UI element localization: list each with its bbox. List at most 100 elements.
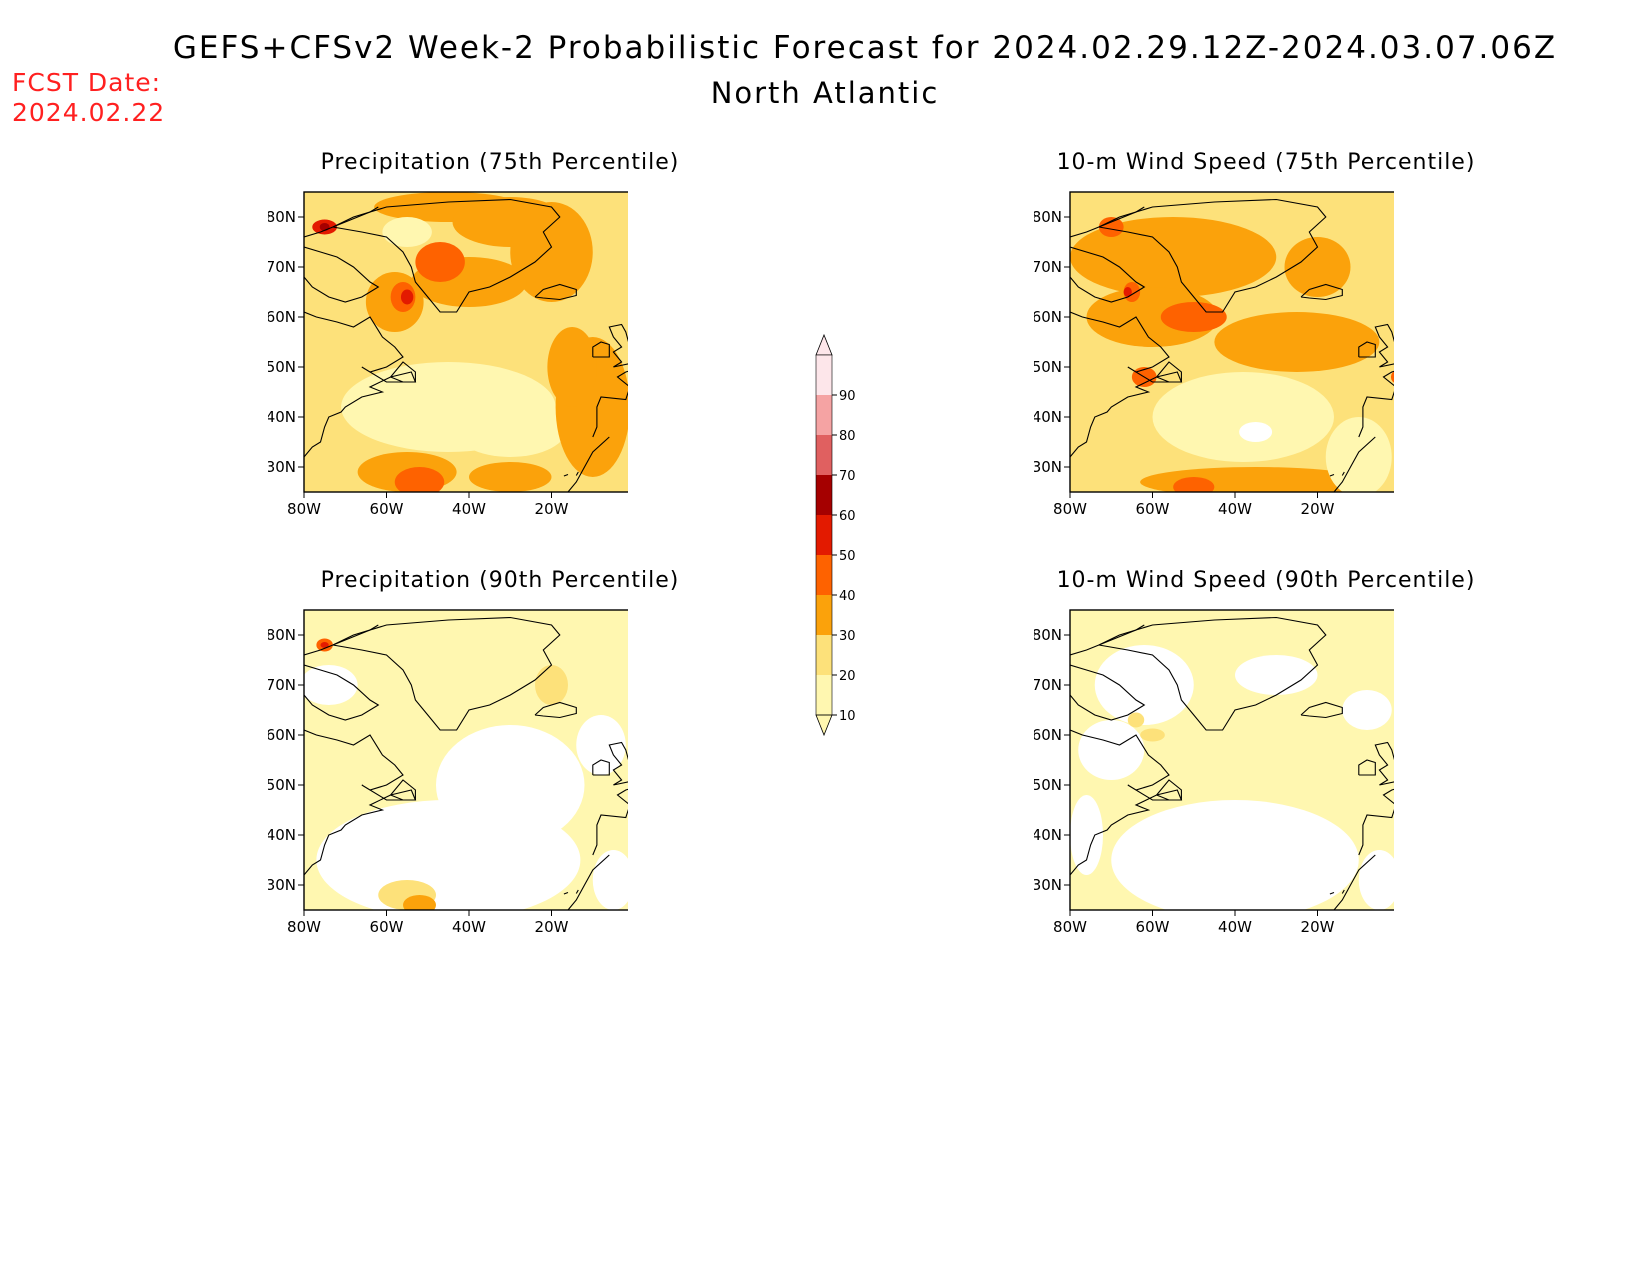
colorbar-swatch bbox=[816, 435, 832, 475]
lon-tick-label: 60W bbox=[370, 918, 404, 936]
probability-contour bbox=[382, 217, 432, 247]
probability-contour bbox=[1390, 371, 1394, 383]
map-field bbox=[304, 610, 628, 910]
probability-contour bbox=[1214, 312, 1380, 372]
lat-tick-label: 70N bbox=[268, 258, 296, 276]
panel-precip-90: Precipitation (90th Percentile) 80W 60W 40… bbox=[240, 568, 800, 998]
coastline bbox=[1341, 889, 1345, 894]
lon-tick-label: 80W bbox=[1053, 500, 1087, 518]
lon-tick-label: 80W bbox=[287, 500, 321, 518]
lat-tick-label: 40N bbox=[268, 826, 296, 844]
map-field bbox=[304, 192, 628, 492]
probability-contour bbox=[1086, 287, 1219, 347]
coastline bbox=[1156, 779, 1182, 801]
coastline bbox=[390, 361, 416, 383]
panel-wind-90: 10-m Wind Speed (90th Percentile) 80W 60W… bbox=[1006, 568, 1566, 998]
colorbar: 10 20 30 40 50 60 70 80 90 bbox=[815, 333, 856, 737]
coastline bbox=[1070, 246, 1146, 303]
lat-tick-label: 30N bbox=[268, 458, 296, 476]
lat-tick-label: 70N bbox=[268, 676, 296, 694]
coastline bbox=[1333, 854, 1376, 910]
coastlines bbox=[304, 616, 628, 910]
probability-contour bbox=[1235, 655, 1318, 695]
lat-tick-label: 60N bbox=[1034, 726, 1062, 744]
lon-tick-label: 80W bbox=[1053, 918, 1087, 936]
coastline bbox=[592, 341, 610, 358]
lat-tick-label: 80N bbox=[1034, 626, 1062, 644]
colorbar-label: 10 bbox=[839, 709, 856, 724]
lat-tick-label: 70N bbox=[1034, 258, 1062, 276]
colorbar-swatch bbox=[816, 395, 832, 435]
lat-tick-label: 50N bbox=[268, 358, 296, 376]
coastlines bbox=[304, 198, 628, 492]
lon-tick-label: 20W bbox=[1301, 500, 1335, 518]
probability-contour bbox=[1239, 422, 1273, 442]
coastline bbox=[390, 779, 416, 801]
map-field bbox=[1070, 610, 1394, 910]
coastline bbox=[304, 664, 380, 721]
lat-tick-label: 50N bbox=[268, 776, 296, 794]
lon-tick-label: 20W bbox=[535, 918, 569, 936]
coastlines bbox=[1070, 616, 1394, 910]
probability-contour bbox=[1284, 237, 1351, 297]
probability-contour bbox=[1140, 728, 1165, 742]
coastline bbox=[332, 616, 561, 731]
lat-tick-label: 30N bbox=[268, 876, 296, 894]
coastline bbox=[1341, 471, 1345, 476]
coastline bbox=[332, 198, 561, 313]
coastline bbox=[1374, 323, 1394, 368]
coastline bbox=[1358, 788, 1394, 856]
probability-contour bbox=[1123, 287, 1132, 297]
colorbar-swatch bbox=[816, 675, 832, 715]
colorbar-frame bbox=[815, 354, 833, 716]
coastline bbox=[1300, 701, 1343, 719]
colorbar-label: 80 bbox=[839, 429, 856, 444]
lat-tick-label: 30N bbox=[1034, 876, 1062, 894]
lon-tick-label: 20W bbox=[1301, 918, 1335, 936]
panel-wind-75: 10-m Wind Speed (75th Percentile) 80W 60W… bbox=[1006, 150, 1566, 580]
coastline bbox=[563, 891, 569, 895]
lon-tick-label: 60W bbox=[1136, 918, 1170, 936]
lon-tick-label: 40W bbox=[452, 500, 486, 518]
coastline bbox=[1070, 664, 1146, 721]
coastline bbox=[575, 471, 579, 476]
coastline bbox=[592, 788, 628, 856]
probability-contour bbox=[1127, 712, 1145, 728]
map-field bbox=[1070, 192, 1394, 492]
probability-contour bbox=[1152, 372, 1334, 462]
coastline bbox=[304, 206, 379, 238]
probability-contour bbox=[1173, 477, 1215, 492]
probability-contour bbox=[1078, 720, 1145, 780]
panel-title: Precipitation (90th Percentile) bbox=[320, 568, 680, 593]
coastline bbox=[592, 370, 628, 438]
probability-contour bbox=[592, 850, 628, 910]
fcst-date-label: FCST Date: bbox=[12, 68, 162, 97]
probability-contour bbox=[1070, 795, 1103, 875]
probability-contour bbox=[1358, 850, 1394, 910]
colorbar-swatch bbox=[816, 515, 832, 555]
coastline bbox=[1358, 341, 1376, 358]
map-wind-90: 80W60W40W20W080N70N60N50N40N30N bbox=[1034, 609, 1394, 936]
map-wind-75: 80W60W40W20W080N70N60N50N40N30N bbox=[1034, 191, 1394, 518]
probability-contour bbox=[576, 715, 626, 775]
colorbar-swatch bbox=[816, 595, 832, 635]
probability-contour bbox=[415, 242, 465, 282]
lat-tick-label: 50N bbox=[1034, 776, 1062, 794]
probability-contour bbox=[304, 665, 358, 705]
colorbar-top-arrow bbox=[815, 333, 833, 356]
probability-contour bbox=[1160, 302, 1227, 332]
lat-tick-label: 60N bbox=[268, 308, 296, 326]
probability-contour bbox=[1111, 800, 1359, 910]
coastline bbox=[534, 701, 577, 719]
probability-contour bbox=[1094, 645, 1194, 725]
colorbar-bottom-arrow bbox=[815, 714, 833, 737]
lon-tick-label: 40W bbox=[1218, 500, 1252, 518]
coastline bbox=[608, 741, 628, 786]
map-precip-90: 80W60W40W20W080N70N60N50N40N30N bbox=[268, 609, 628, 936]
probability-contour bbox=[1325, 417, 1392, 492]
coastline bbox=[1070, 624, 1145, 656]
coastline bbox=[304, 624, 379, 656]
colorbar-swatch bbox=[816, 475, 832, 515]
lon-tick-label: 60W bbox=[1136, 500, 1170, 518]
lat-tick-label: 80N bbox=[268, 626, 296, 644]
